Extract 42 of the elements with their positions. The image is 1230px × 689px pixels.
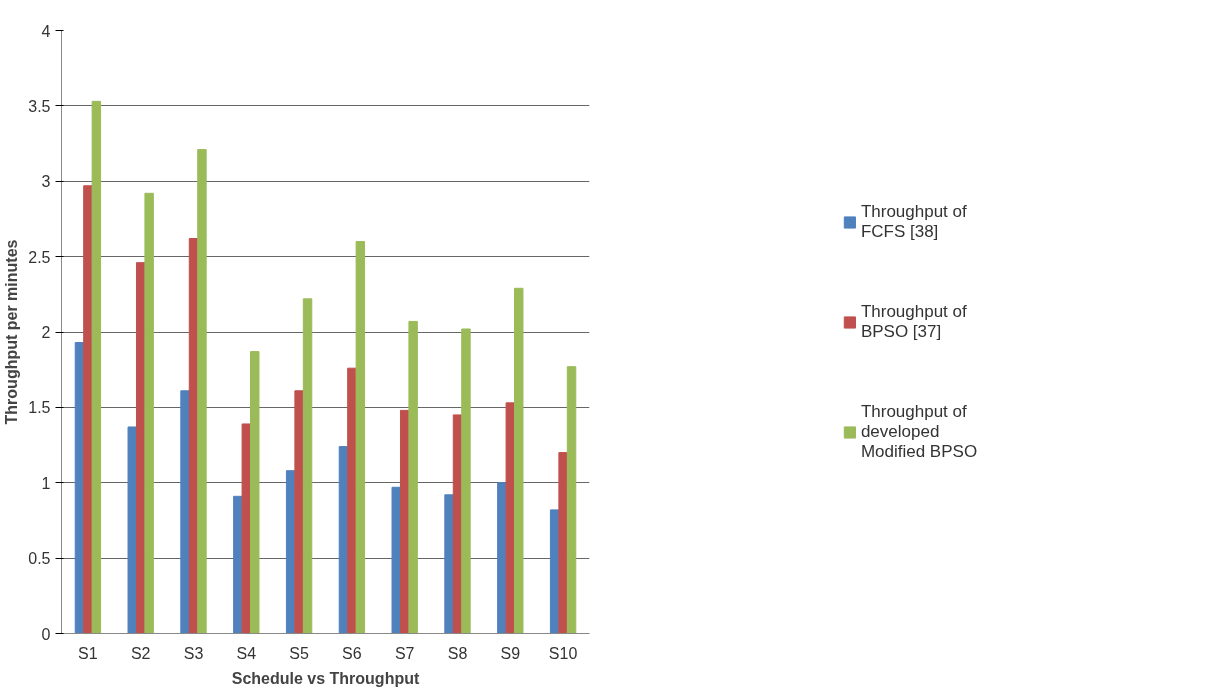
x-axis-title: Schedule vs Throughput (231, 669, 420, 687)
bar (197, 149, 207, 634)
y-tick-label: 0 (41, 625, 51, 643)
x-tick-label: S1 (78, 644, 98, 662)
bar (302, 298, 313, 634)
bar (144, 192, 154, 634)
y-tick-label: 1 (41, 474, 51, 492)
bar (391, 486, 401, 634)
x-tick-label: S5 (289, 644, 309, 662)
y-tick-label: 0.5 (28, 550, 51, 568)
x-tick-label: S2 (130, 644, 151, 662)
x-tick-label: S6 (342, 644, 362, 662)
bar (127, 426, 137, 634)
bar (355, 241, 366, 634)
legend-label: Throughput of FCFS [38] (860, 201, 967, 242)
y-tick-label: 3 (41, 173, 51, 191)
bar (461, 328, 471, 634)
y-tick-label: 2.5 (28, 248, 51, 266)
bar (514, 287, 524, 634)
bar (408, 320, 418, 634)
x-tick-label: S3 (183, 644, 204, 662)
bar (505, 402, 516, 634)
y-tick-label: 3.5 (28, 97, 51, 115)
x-tick-label: S8 (447, 644, 468, 662)
x-tick-label: S10 (548, 644, 578, 662)
bar (91, 100, 102, 634)
bar (566, 366, 577, 634)
x-tick-label: S7 (394, 644, 415, 662)
x-tick-label: S4 (236, 644, 257, 662)
y-axis-title: Throughput per minutes (3, 239, 21, 425)
bar (294, 390, 304, 634)
bar (444, 494, 454, 634)
legend-label: Throughput of developed Modified BPSO (860, 401, 978, 462)
bar (241, 423, 252, 634)
legend-label: Throughput of BPSO [37] (860, 301, 967, 342)
y-tick-label: 4 (41, 22, 51, 40)
bar (180, 390, 190, 634)
x-tick-label: S9 (500, 644, 521, 662)
bar (558, 452, 568, 634)
y-tick-label: 2 (41, 324, 51, 341)
bar (250, 351, 260, 634)
y-tick-label: 1.5 (28, 399, 51, 417)
